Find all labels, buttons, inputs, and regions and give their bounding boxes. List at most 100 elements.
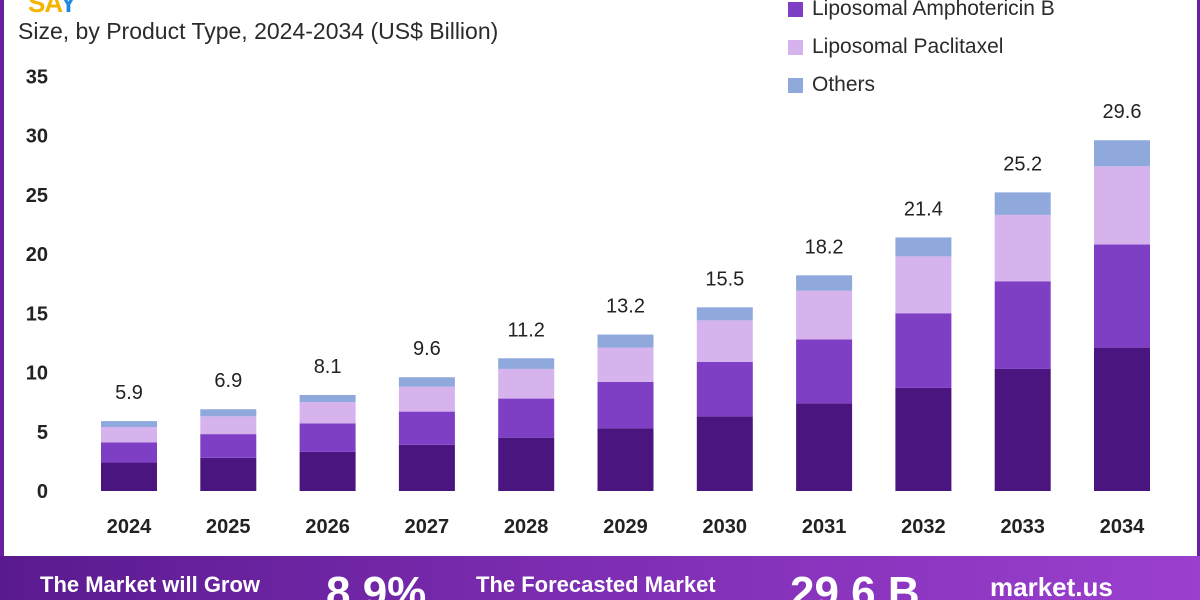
bar-segment — [398, 411, 455, 445]
total-label: 18.2 — [805, 236, 844, 258]
bar-segment — [398, 444, 455, 491]
bar-group — [101, 140, 1150, 491]
bottom-banner: The Market will Grow 8.9% The Forecasted… — [0, 556, 1200, 600]
bar-segment — [200, 434, 257, 458]
bar-segment — [1094, 140, 1150, 167]
y-tick-label: 30 — [26, 126, 48, 148]
legend-swatch — [788, 77, 803, 93]
bar-segment — [299, 451, 356, 491]
legend-label: Others — [812, 73, 876, 96]
bar-segment — [299, 395, 356, 403]
legend-label: Liposomal Paclitaxel — [812, 35, 1004, 58]
bar-segment — [895, 256, 952, 314]
bar-segment — [101, 442, 157, 463]
bar-segment — [597, 381, 654, 429]
bar-segment — [895, 313, 952, 388]
y-tick-label: 35 — [26, 66, 48, 88]
x-tick-label: 2028 — [504, 516, 549, 538]
bar-segment — [994, 192, 1051, 215]
bar-segment — [498, 358, 555, 369]
total-label: 25.2 — [1003, 153, 1042, 175]
bar-segment — [696, 320, 753, 362]
legend-item-paclitaxel: Liposomal Paclitaxel — [788, 28, 1055, 66]
bar-segment — [101, 421, 157, 428]
bar-segment — [498, 437, 555, 491]
bar-segment — [796, 339, 853, 404]
right-accent-bar — [1197, 0, 1200, 556]
bar-segment — [796, 275, 853, 291]
x-tick-label: 2025 — [206, 516, 251, 538]
banner-grow-label: The Market will Grow — [40, 572, 261, 597]
x-tick-label: 2029 — [603, 516, 648, 538]
x-tick-label: 2027 — [405, 516, 450, 538]
total-label: 13.2 — [606, 296, 645, 318]
bar-segment — [200, 409, 257, 417]
total-label: 8.1 — [314, 356, 342, 378]
legend-label: Liposomal Amphotericin B — [812, 0, 1055, 20]
x-tick-label: 2031 — [802, 516, 847, 538]
bar-segment — [597, 347, 654, 382]
bar-segment — [398, 377, 455, 387]
y-tick-label: 25 — [26, 185, 48, 207]
y-axis: 0 5 10 15 20 25 30 35 — [26, 66, 48, 503]
brand-logo: SAY — [28, 0, 77, 18]
bar-segment — [398, 386, 455, 412]
bar-segment — [994, 281, 1051, 369]
bar-segment — [895, 387, 952, 491]
logo-accent: Y — [59, 0, 77, 18]
y-tick-label: 5 — [37, 422, 48, 444]
x-tick-label: 2033 — [1000, 516, 1045, 538]
x-tick-label: 2034 — [1100, 516, 1145, 538]
y-tick-label: 15 — [26, 303, 48, 325]
banner-brand: market.us — [990, 572, 1113, 600]
bar-segment — [597, 334, 654, 348]
chart-legend: Liposomal Amphotericin B Liposomal Pacli… — [788, 0, 1055, 104]
bar-segment — [796, 403, 853, 491]
bar-segment — [597, 428, 654, 491]
total-label: 29.6 — [1103, 101, 1142, 123]
total-label: 15.5 — [705, 268, 744, 290]
bar-segment — [1094, 244, 1150, 348]
total-label: 9.6 — [413, 338, 441, 360]
bar-segment — [796, 290, 853, 340]
bar-segment — [1094, 347, 1150, 491]
x-axis: 2024 2025 2026 2027 2028 2029 2030 2031 2032 2033… — [107, 516, 1145, 538]
bar-segment — [994, 214, 1051, 282]
bar-segment — [200, 416, 257, 435]
bar-segment — [299, 423, 356, 452]
total-label: 5.9 — [115, 382, 143, 404]
legend-swatch — [788, 39, 803, 55]
legend-item-others: Others — [788, 66, 1055, 104]
y-tick-label: 0 — [37, 481, 48, 503]
bar-segment — [994, 368, 1051, 491]
bar-segment — [696, 416, 753, 491]
chart-subtitle: Size, by Product Type, 2024-2034 (US$ Bi… — [18, 18, 499, 44]
x-tick-label: 2030 — [703, 516, 748, 538]
bar-segment — [299, 402, 356, 424]
bar-segment — [696, 307, 753, 321]
y-tick-label: 10 — [26, 363, 48, 385]
logo-text: SA — [28, 0, 61, 18]
bar-segment — [498, 368, 555, 399]
y-tick-label: 20 — [26, 244, 48, 266]
legend-swatch — [788, 1, 803, 17]
x-tick-label: 2026 — [305, 516, 350, 538]
bar-segment — [200, 457, 257, 491]
banner-forecast-label: The Forecasted Market — [476, 572, 716, 597]
bar-segment — [1094, 166, 1150, 245]
bar-segment — [696, 361, 753, 417]
total-label: 6.9 — [214, 370, 242, 392]
banner-cagr-value: 8.9% — [326, 568, 427, 600]
legend-item-amphotericin: Liposomal Amphotericin B — [788, 0, 1055, 28]
total-label: 11.2 — [507, 319, 544, 341]
left-accent-bar — [0, 0, 4, 556]
bar-segment — [498, 398, 555, 438]
bar-segment — [101, 427, 157, 443]
x-tick-label: 2024 — [107, 516, 152, 538]
bar-segment — [101, 462, 157, 491]
total-label: 21.4 — [904, 198, 943, 220]
banner-forecast-value: 29.6 B — [790, 568, 920, 600]
total-labels: 5.9 6.9 8.1 9.6 11.2 13.2 15.5 18.2 21.4 25.2 29.6 — [115, 101, 1141, 404]
